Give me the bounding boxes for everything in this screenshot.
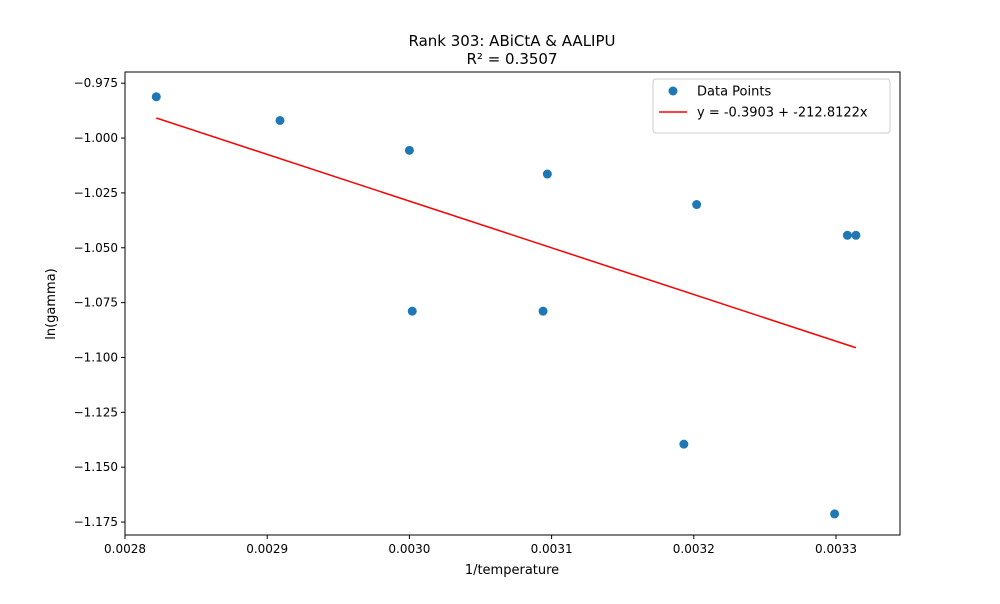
x-tick-label: 0.0030: [388, 542, 430, 556]
y-tick-label: −1.175: [74, 515, 118, 529]
x-tick-label: 0.0033: [815, 542, 857, 556]
y-tick-label: −1.150: [74, 460, 118, 474]
y-tick-label: −1.125: [74, 405, 118, 419]
x-axis-label: 1/temperature: [465, 563, 559, 578]
y-tick-label: −1.075: [74, 296, 118, 310]
data-point: [404, 145, 414, 155]
chart-subtitle: R² = 0.3507: [466, 50, 557, 68]
data-point: [542, 169, 552, 179]
y-tick-label: −1.050: [74, 241, 118, 255]
data-point: [407, 306, 417, 316]
data-point: [538, 306, 548, 316]
x-tick-label: 0.0031: [531, 542, 573, 556]
legend-box: [652, 78, 891, 134]
plot-frame: [124, 71, 901, 536]
legend-entry-label: Data Points: [697, 85, 771, 100]
data-point: [692, 200, 702, 210]
x-tick-label: 0.0032: [673, 542, 715, 556]
data-point: [842, 230, 852, 240]
y-tick-label: −1.025: [74, 186, 118, 200]
regression-line: [156, 117, 857, 349]
x-tick-label: 0.0028: [104, 542, 146, 556]
y-tick-label: −1.100: [74, 350, 118, 364]
legend-marker-swatch: [668, 86, 678, 96]
data-point: [151, 92, 161, 102]
y-axis-label: ln(gamma): [44, 268, 59, 340]
data-point: [275, 115, 285, 125]
legend: Data Points y = -0.3903 + -212.8122x: [652, 78, 891, 134]
y-tick-label: −1.000: [74, 131, 118, 145]
legend-entry-label: y = -0.3903 + -212.8122x: [697, 106, 868, 121]
data-point: [830, 509, 840, 519]
data-point: [679, 439, 689, 449]
x-tick-label: 0.0029: [246, 542, 288, 556]
chart-title: Rank 303: ABiCtA & AALIPU: [408, 32, 615, 50]
y-tick-label: −0.975: [74, 76, 118, 90]
plot-area: 0.0028 0.0029 0.0030 0.0031 0.0032 0.0033 −0.9…: [74, 71, 901, 556]
data-point: [851, 230, 861, 240]
